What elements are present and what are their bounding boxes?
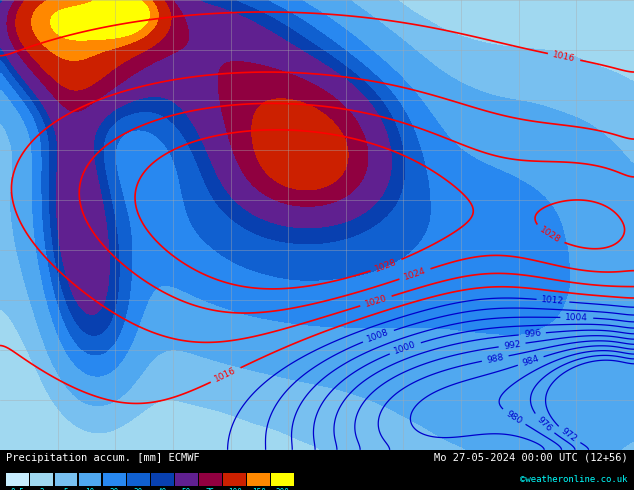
Bar xyxy=(103,473,126,486)
Bar xyxy=(247,473,270,486)
Text: 1008: 1008 xyxy=(366,328,391,344)
Bar xyxy=(199,473,222,486)
Text: 20: 20 xyxy=(110,488,119,490)
Text: 1004: 1004 xyxy=(566,313,588,322)
Text: 1028: 1028 xyxy=(538,225,562,245)
Text: 984: 984 xyxy=(521,354,540,368)
Text: 1020: 1020 xyxy=(364,294,388,309)
Text: 0.5: 0.5 xyxy=(11,488,25,490)
Text: 1016: 1016 xyxy=(552,50,576,64)
Text: 40: 40 xyxy=(158,488,167,490)
Text: Mo 27-05-2024 00:00 UTC (12+56): Mo 27-05-2024 00:00 UTC (12+56) xyxy=(434,453,628,463)
Text: 150: 150 xyxy=(252,488,266,490)
Bar xyxy=(55,473,77,486)
Text: 976: 976 xyxy=(535,415,553,433)
Bar xyxy=(175,473,198,486)
Text: 1028: 1028 xyxy=(374,257,398,273)
Bar xyxy=(223,473,246,486)
Bar xyxy=(271,473,294,486)
Text: 996: 996 xyxy=(523,329,541,339)
Text: 992: 992 xyxy=(503,340,521,351)
Text: 30: 30 xyxy=(134,488,143,490)
Text: 10: 10 xyxy=(86,488,94,490)
Bar xyxy=(6,473,29,486)
Bar xyxy=(127,473,150,486)
Text: ©weatheronline.co.uk: ©weatheronline.co.uk xyxy=(520,475,628,485)
Bar xyxy=(30,473,53,486)
Bar xyxy=(151,473,174,486)
Text: 2: 2 xyxy=(39,488,44,490)
Text: 5: 5 xyxy=(63,488,68,490)
Text: 200: 200 xyxy=(276,488,290,490)
Text: 972: 972 xyxy=(559,426,579,444)
Text: Precipitation accum. [mm] ECMWF: Precipitation accum. [mm] ECMWF xyxy=(6,453,200,463)
Text: 1024: 1024 xyxy=(403,266,427,282)
Bar xyxy=(79,473,101,486)
Text: 1012: 1012 xyxy=(541,295,565,306)
Text: 988: 988 xyxy=(486,352,505,365)
Text: 100: 100 xyxy=(228,488,242,490)
Text: 980: 980 xyxy=(504,409,524,426)
Text: 1016: 1016 xyxy=(213,366,238,384)
Text: 50: 50 xyxy=(182,488,191,490)
Text: 1000: 1000 xyxy=(393,340,418,356)
Text: 75: 75 xyxy=(206,488,215,490)
